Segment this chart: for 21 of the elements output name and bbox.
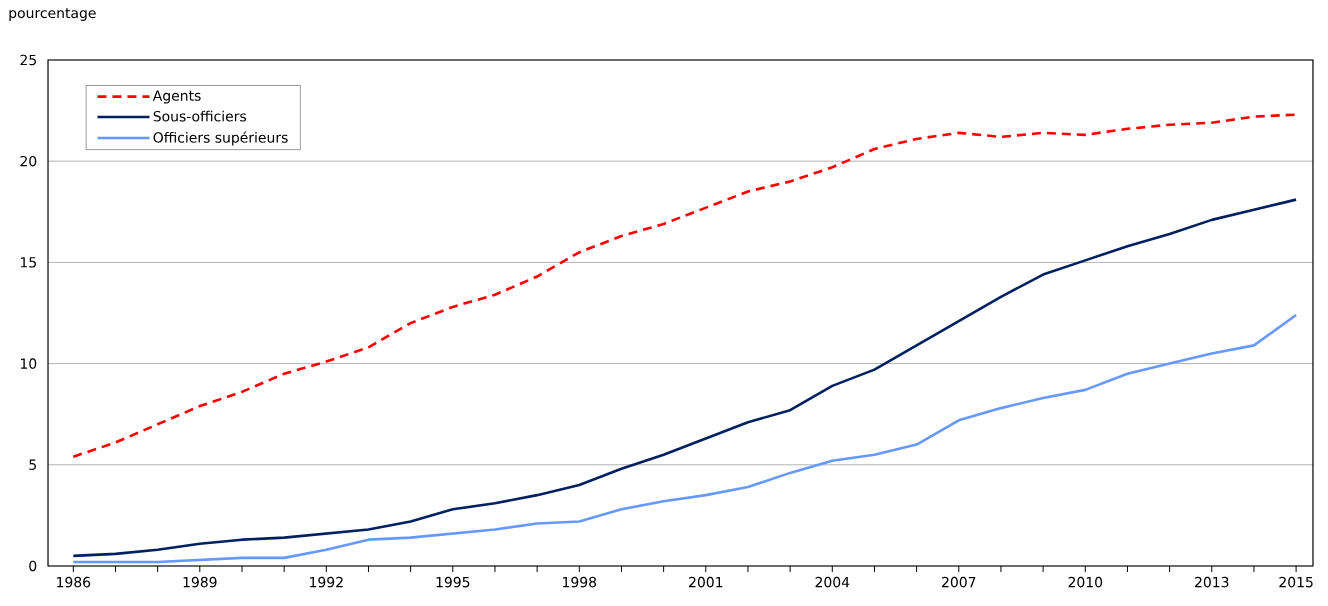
x-tick-label: 1986 — [57, 576, 91, 588]
y-tick-label: 25 — [20, 54, 36, 66]
y-tick-label: 15 — [20, 257, 36, 268]
y-tick-label: 20 — [20, 155, 37, 167]
x-tick-label: 2004 — [815, 576, 850, 588]
x-tick-label: 1989 — [183, 576, 217, 588]
x-tick-label: 2001 — [689, 576, 723, 588]
x-tick-label: 1992 — [310, 576, 343, 588]
x-tick-label: 1995 — [436, 576, 470, 588]
x-tick-label: 1998 — [563, 576, 597, 588]
y-tick-label: 5 — [29, 459, 36, 470]
legend-label: Officiers supérieurs — [153, 131, 288, 146]
x-tick-label: 2010 — [1068, 576, 1103, 588]
x-tick-label: 2015 — [1279, 576, 1313, 588]
legend-label: Sous-officiers — [153, 110, 247, 122]
x-tick-label: 2007 — [942, 576, 976, 588]
x-tick-label: 2013 — [1195, 576, 1229, 588]
y-tick-label: 10 — [20, 358, 37, 369]
y-tick-label: 0 — [29, 560, 37, 572]
y-axis-title: pourcentage — [9, 8, 96, 21]
legend-label: Agents — [152, 90, 201, 104]
